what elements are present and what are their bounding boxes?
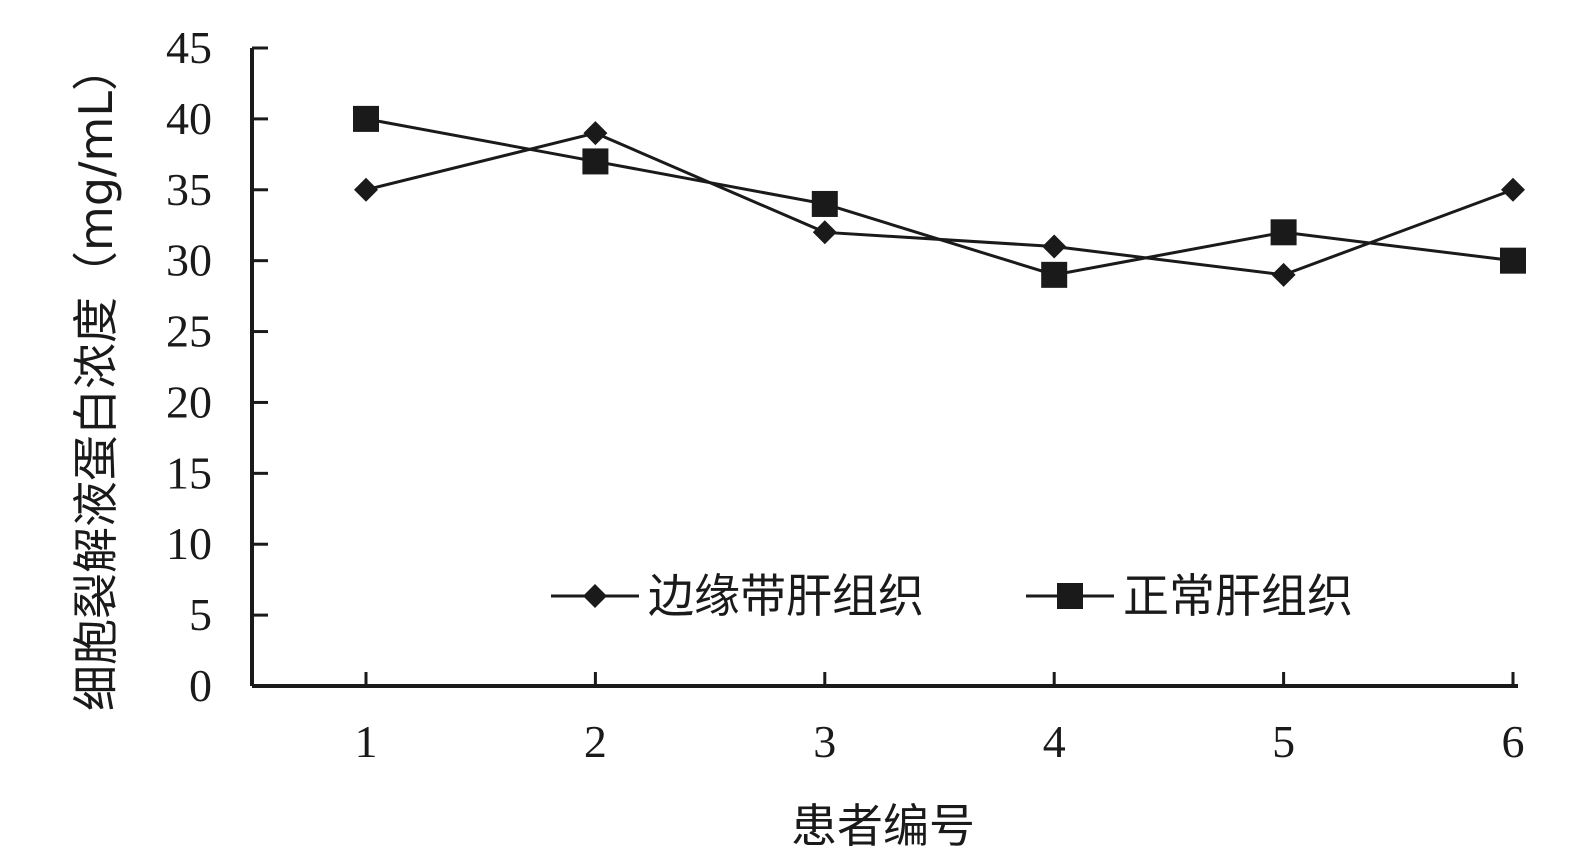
axes — [250, 48, 1518, 688]
data-point — [353, 105, 379, 132]
y-tick-label: 30 — [166, 235, 212, 286]
data-point — [1041, 261, 1068, 288]
legend: 边缘带肝组织 正常肝组织 — [551, 569, 1353, 623]
data-point — [1270, 219, 1297, 246]
y-ticks: 0 5 10 15 20 25 30 35 40 45 — [166, 22, 268, 711]
x-axis-title: 患者编号 — [791, 799, 975, 853]
series-diamond — [354, 121, 1525, 287]
data-point — [1500, 247, 1526, 274]
data-point — [1271, 262, 1296, 287]
data-point — [1042, 234, 1067, 259]
legend-marker — [1057, 583, 1083, 609]
series-line — [365, 131, 1514, 277]
data-point — [582, 148, 609, 175]
x-tick-label: 2 — [584, 716, 607, 767]
x-tick-label: 1 — [355, 716, 378, 767]
data-point — [1501, 177, 1525, 202]
series-line — [365, 117, 1514, 277]
data-point — [583, 121, 608, 146]
y-tick-label: 20 — [166, 376, 212, 427]
x-ticks: 1 2 3 4 5 6 — [355, 672, 1525, 767]
y-tick-label: 45 — [166, 22, 212, 73]
x-tick-label: 3 — [813, 716, 836, 767]
x-tick-label: 4 — [1043, 716, 1066, 767]
y-tick-label: 40 — [166, 93, 212, 144]
legend-item: 正常肝组织 — [1026, 569, 1353, 623]
x-tick-label: 5 — [1272, 716, 1295, 767]
legend-label: 正常肝组织 — [1123, 569, 1353, 623]
y-tick-label: 5 — [189, 589, 212, 640]
y-tick-label: 10 — [166, 518, 212, 569]
series-square — [353, 105, 1526, 288]
series-layer — [353, 105, 1526, 288]
data-point — [812, 220, 837, 245]
legend-marker — [583, 584, 607, 608]
data-point — [811, 190, 838, 217]
y-tick-label: 35 — [166, 164, 212, 215]
y-tick-label: 15 — [166, 447, 212, 498]
x-tick-label: 6 — [1502, 716, 1525, 767]
y-tick-label: 25 — [166, 306, 212, 357]
data-point — [354, 177, 378, 202]
legend-label: 边缘带肝组织 — [648, 569, 924, 623]
y-axis-title: 细胞裂解液蛋白浓度（mg/mL） — [69, 45, 123, 711]
y-tick-label: 0 — [189, 660, 212, 711]
legend-item: 边缘带肝组织 — [551, 569, 924, 623]
